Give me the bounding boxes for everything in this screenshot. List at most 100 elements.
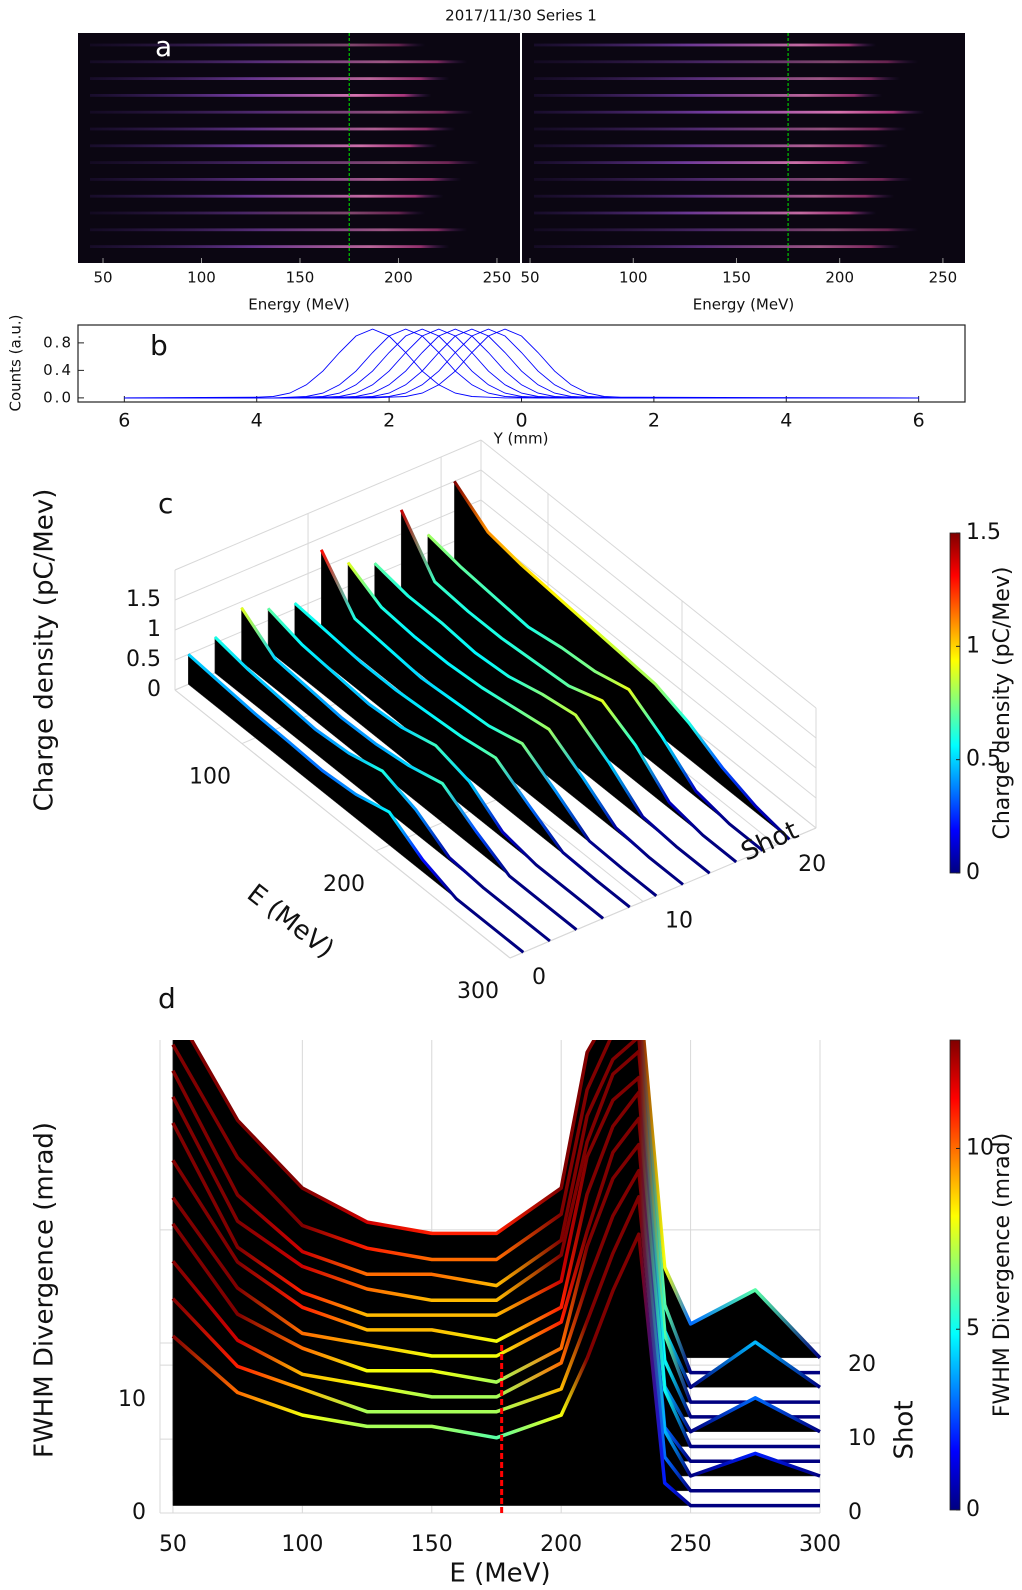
series-line (293, 601, 631, 909)
image-streak (90, 228, 468, 232)
x-tick-label: 100 (187, 269, 216, 287)
series-line (399, 509, 738, 864)
image-streak (534, 245, 901, 248)
x-axis-label: Y (mm) (493, 430, 549, 448)
image-streak (90, 127, 456, 131)
z-tick-label: 10 (118, 1387, 146, 1412)
series-line (346, 561, 684, 886)
image-streak (90, 144, 438, 148)
panel-label: d (158, 982, 176, 1015)
x-tick-label: 100 (619, 269, 648, 287)
grid-line (480, 499, 817, 769)
image-streak (90, 194, 444, 198)
series-line (187, 653, 525, 954)
series-line (171, 1075, 820, 1419)
colorbar-tick-label: 1.5 (966, 520, 1001, 545)
x-tick-label: 200 (540, 1532, 582, 1557)
x-axis-label: Energy (MeV) (248, 296, 349, 314)
series-line (124, 328, 919, 399)
panel-label: c (158, 487, 173, 520)
y-tick-label: 0.8 (43, 333, 73, 351)
colorbar-tick-label: 0 (966, 860, 980, 885)
series-line (426, 533, 764, 852)
series-line (189, 1040, 822, 1360)
series-line (373, 562, 711, 875)
clip-group (159, 1040, 822, 1514)
x-tick-label: 100 (281, 1532, 323, 1557)
plot-group (174, 439, 817, 959)
z-axis-label: Charge density (pC/Mev) (30, 489, 60, 812)
series-line (171, 1090, 821, 1434)
image-streak (534, 228, 919, 232)
y-tick-label: 0.0 (43, 388, 73, 406)
image-streak (534, 77, 901, 80)
z-axis-label: FWHM Divergence (mrad) (30, 1122, 60, 1458)
x-tick-label: 100 (189, 765, 231, 790)
x-tick-label: 6 (118, 410, 130, 432)
image-streak (534, 127, 907, 131)
image-background (522, 33, 965, 263)
x-tick-label: 2 (383, 410, 395, 432)
image-streak (90, 161, 480, 164)
grid-line (174, 689, 511, 959)
colorbar-label: Charge density (pC/Mev) (990, 566, 1015, 839)
series-line (124, 328, 919, 399)
z-tick-label: 1.5 (126, 587, 161, 612)
y-tick-label: 10 (665, 908, 693, 933)
grid-line (480, 469, 817, 739)
y-tick-label: 20 (798, 852, 826, 877)
panel-label: b (150, 329, 168, 362)
series-line (124, 328, 919, 399)
series-line (171, 1195, 820, 1493)
colorbar-tick-label: 5 (966, 1316, 980, 1341)
series-line (171, 1040, 820, 1375)
y-axis-label: Counts (a.u.) (7, 314, 25, 411)
image-streak (534, 161, 871, 164)
series-line (213, 635, 551, 943)
x-axis-label: Energy (MeV) (693, 296, 794, 314)
series-line (171, 1168, 821, 1478)
x-tick-label: 50 (521, 269, 540, 287)
series-line (124, 328, 919, 399)
image-streak (534, 94, 883, 97)
series-line (171, 1116, 820, 1449)
x-tick-label: 250 (483, 269, 512, 287)
colorbar-tick-label: 1 (966, 633, 980, 658)
x-tick-label: 2 (648, 410, 660, 432)
x-tick-label: 50 (159, 1532, 187, 1557)
y-axis-label: Shot (890, 1400, 920, 1459)
z-tick-label: 0 (147, 677, 161, 702)
x-tick-label: 150 (411, 1532, 453, 1557)
image-streak (90, 245, 450, 248)
series-line (240, 606, 578, 931)
image-streak (90, 211, 426, 215)
series-line (124, 328, 919, 399)
z-tick-label: 0 (132, 1500, 146, 1525)
colorbar-tick-label: 10 (966, 1135, 994, 1160)
y-tick-label: 0.4 (43, 361, 73, 379)
axis-edge (174, 439, 482, 571)
series-line (453, 480, 791, 841)
image-streak (534, 211, 877, 215)
z-tick-label: 0.5 (126, 647, 161, 672)
series-line (171, 1049, 820, 1404)
x-tick-label: 150 (286, 269, 315, 287)
series-line (124, 328, 919, 399)
x-tick-label: 300 (799, 1532, 841, 1557)
x-tick-label: 200 (384, 269, 413, 287)
image-streak (534, 110, 925, 114)
grid-line (509, 827, 817, 959)
grid-line (480, 529, 817, 799)
image-streak (534, 43, 877, 47)
x-tick-label: 4 (251, 410, 263, 432)
colorbar-tick-label: 0 (966, 1497, 980, 1522)
series-line (171, 1142, 820, 1464)
series-line (171, 1232, 820, 1508)
image-streak (90, 60, 468, 64)
series-line (124, 328, 919, 399)
x-tick-label: 0 (515, 410, 527, 432)
x-tick-label: 250 (670, 1532, 712, 1557)
colorbar (949, 1039, 961, 1511)
image-streak (90, 110, 474, 114)
